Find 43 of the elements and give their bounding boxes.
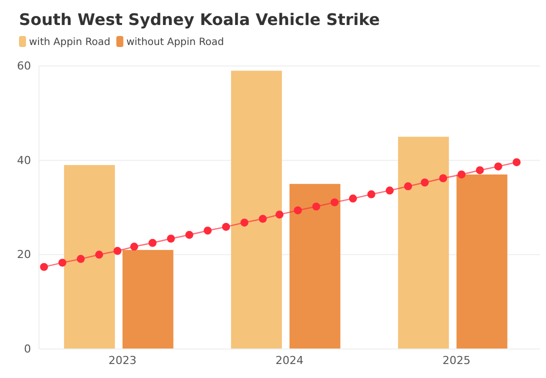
point [258, 214, 267, 223]
point [76, 254, 85, 263]
point [240, 218, 248, 227]
point [494, 162, 502, 170]
y-tick-label: 60 [17, 60, 31, 73]
bar [290, 184, 340, 349]
point [166, 234, 175, 243]
point [348, 194, 357, 203]
point [512, 158, 521, 166]
x-tick-label: 2023 [108, 354, 136, 367]
point [58, 258, 66, 267]
point [312, 202, 320, 211]
point [204, 226, 212, 235]
bar [64, 165, 115, 349]
point [275, 210, 284, 219]
point [130, 242, 138, 251]
bar [122, 250, 174, 349]
point [476, 166, 484, 174]
bar [456, 174, 508, 349]
point [95, 250, 104, 259]
y-tick-label: 0 [24, 342, 31, 356]
point [439, 174, 448, 182]
point [330, 198, 339, 206]
legend-label: with Appin Road [29, 37, 110, 48]
point [222, 222, 230, 231]
point [367, 190, 376, 198]
point [114, 246, 122, 255]
x-tick-label: 2024 [276, 354, 304, 367]
y-tick-label: 40 [17, 154, 31, 167]
bar [398, 136, 449, 349]
y-tick-label: 20 [17, 248, 31, 262]
point [404, 182, 412, 190]
x-tick-label: 2025 [442, 354, 470, 367]
point [386, 186, 394, 194]
legend-label: without Appin Road [126, 37, 224, 48]
point [420, 178, 429, 186]
point [40, 262, 48, 271]
chart-title: South West Sydney Koala Vehicle Strike [19, 10, 380, 29]
point [294, 206, 302, 214]
point [148, 238, 157, 247]
point [458, 170, 466, 178]
bar [231, 70, 282, 349]
point [185, 230, 194, 239]
